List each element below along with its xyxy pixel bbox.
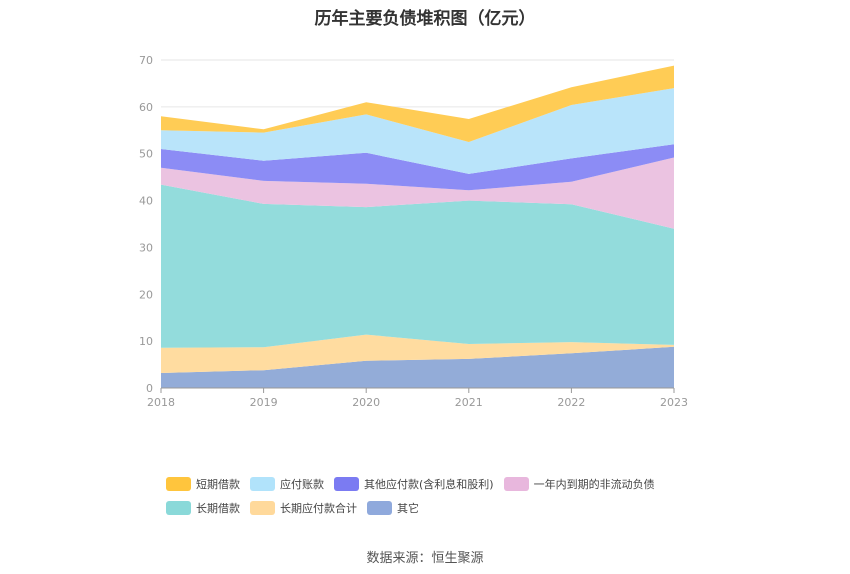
legend-row: 短期借款 应付账款 其他应付款(含利息和股利) 一年内到期的非流动负债 [166, 472, 726, 496]
legend-swatch [166, 477, 191, 491]
area-series [161, 65, 674, 388]
legend-swatch [166, 501, 191, 515]
legend-label: 其它 [397, 502, 419, 515]
legend-label: 应付账款 [280, 478, 324, 491]
legend-label: 其他应付款(含利息和股利) [364, 478, 494, 491]
axes: 0 10 20 30 40 50 60 70 2018 2019 2020 2021 2022 2023 [139, 54, 688, 409]
x-tick-label: 2023 [660, 396, 688, 409]
legend-item[interactable]: 长期借款 [166, 500, 240, 516]
area-长期应付款合计 [161, 334, 674, 373]
area-短期借款 [161, 65, 674, 142]
area-其它 [161, 346, 674, 388]
chart-title: 历年主要负债堆积图（亿元） [314, 9, 536, 29]
legend-swatch [503, 477, 529, 491]
y-tick-label: 60 [139, 101, 153, 114]
y-tick-label: 20 [139, 288, 153, 301]
legend-item[interactable]: 短期借款 [166, 476, 240, 492]
data-source: 数据来源：恒生聚源 [366, 551, 484, 566]
y-tick-label: 0 [146, 382, 153, 395]
y-tick-label: 10 [139, 335, 153, 348]
x-tick-label: 2022 [557, 396, 585, 409]
y-tick-label: 40 [139, 195, 153, 208]
x-tick-label: 2020 [352, 396, 380, 409]
legend-swatch [250, 477, 275, 491]
area-长期借款 [161, 184, 674, 348]
legend-item[interactable]: 一年内到期的非流动负债 [503, 476, 655, 492]
area-应付账款 [161, 88, 674, 174]
legend-item[interactable]: 应付账款 [250, 476, 324, 492]
y-tick-label: 30 [139, 241, 153, 254]
x-tick-label: 2018 [147, 396, 175, 409]
legend-swatch [367, 501, 392, 515]
legend-swatch [250, 501, 275, 515]
x-tick-label: 2019 [250, 396, 278, 409]
legend-swatch [334, 477, 359, 491]
legend-label: 一年内到期的非流动负债 [533, 478, 655, 491]
legend: 短期借款 应付账款 其他应付款(含利息和股利) 一年内到期的非流动负债 长期借款 长期应… [166, 472, 726, 520]
x-tick-label: 2021 [455, 396, 483, 409]
legend-item[interactable]: 其它 [367, 500, 419, 516]
legend-item[interactable]: 长期应付款合计 [250, 500, 357, 516]
legend-row: 长期借款 长期应付款合计 其它 [166, 496, 726, 520]
legend-item[interactable]: 其他应付款(含利息和股利) [334, 476, 494, 492]
y-tick-label: 50 [139, 148, 153, 161]
y-tick-label: 70 [139, 54, 153, 67]
legend-label: 短期借款 [196, 478, 240, 491]
legend-label: 长期应付款合计 [280, 502, 357, 515]
area-一年内到期的非流动负债 [161, 157, 674, 229]
legend-label: 长期借款 [196, 502, 240, 515]
area-其他应付款(含利息和股利) [161, 144, 674, 191]
